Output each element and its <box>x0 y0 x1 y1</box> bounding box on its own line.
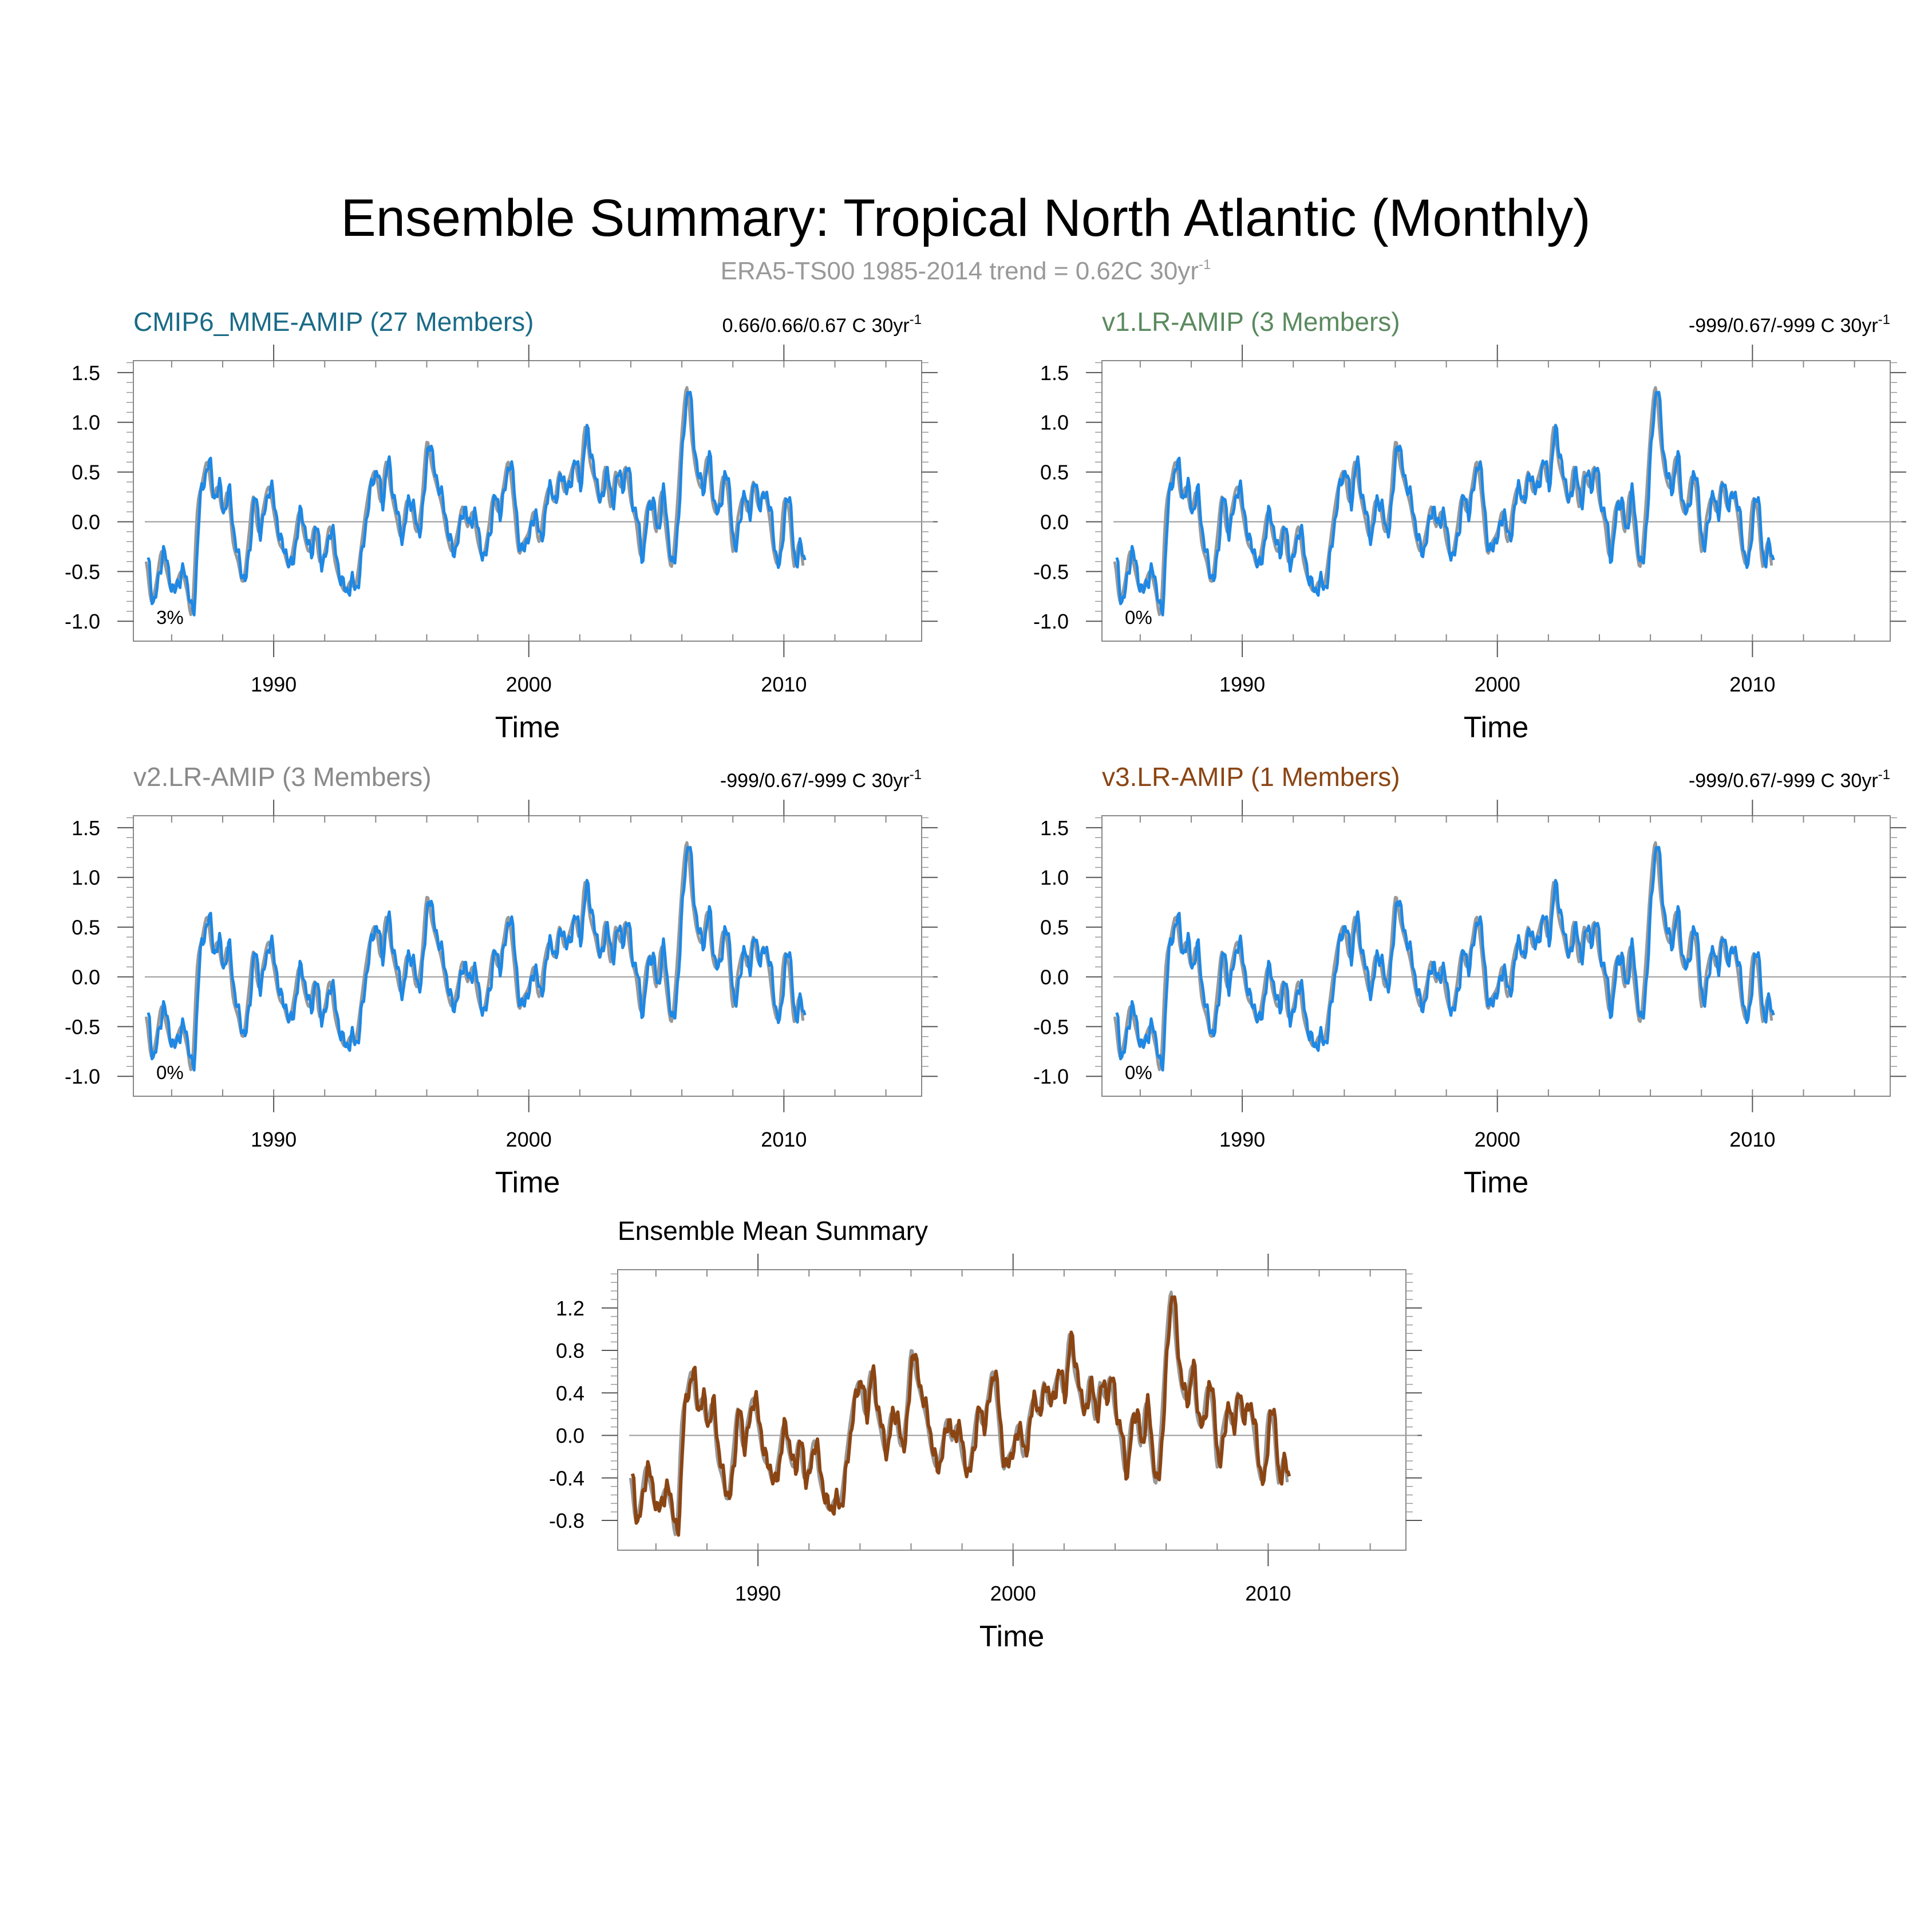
y-tick-label: 1.2 <box>556 1297 584 1320</box>
x-axis-label: Time <box>1464 1166 1529 1199</box>
x-tick-label: 2000 <box>506 1128 552 1151</box>
x-tick-label: 1990 <box>251 1128 297 1151</box>
y-tick-label: 0.5 <box>1040 916 1069 939</box>
panel-v3: v3.LR-AMIP (1 Members) -999/0.67/-999 C 3… <box>1033 762 1906 1199</box>
x-tick-label: 2000 <box>1475 1128 1520 1151</box>
x-tick-label: 1990 <box>735 1582 781 1605</box>
panel-trend-main: -999/0.67/-999 C 30yr <box>1689 770 1878 792</box>
x-tick-label: 2010 <box>761 1128 807 1151</box>
observed-line <box>144 386 805 617</box>
panel-trend-sup: -1 <box>910 767 922 783</box>
panel-trend: -999/0.67/-999 C 30yr-1 <box>720 767 922 792</box>
panel-percent-label: 0% <box>1125 1062 1152 1083</box>
y-tick-label: 0.0 <box>72 510 100 534</box>
panel-cmip6: CMIP6_MME-AMIP (27 Members) 0.66/0.66/0.6… <box>65 307 938 744</box>
model-line <box>1115 390 1775 617</box>
panel-title: Ensemble Mean Summary <box>618 1216 928 1246</box>
x-tick-label: 2000 <box>1475 673 1520 696</box>
panel-percent-label: 0% <box>1125 607 1152 628</box>
panel-percent-label: 3% <box>156 607 184 628</box>
panel-trend: -999/0.67/-999 C 30yr-1 <box>1689 312 1890 337</box>
x-axis-label: Time <box>1464 711 1529 744</box>
panels: CMIP6_MME-AMIP (27 Members) 0.66/0.66/0.6… <box>65 307 1906 1653</box>
panel-trend-sup: -1 <box>1878 767 1890 783</box>
panel-trend-main: 0.66/0.66/0.67 C 30yr <box>722 315 910 337</box>
panel-trend-sup: -1 <box>1878 312 1890 327</box>
observed-line <box>1113 386 1773 617</box>
x-tick-label: 2010 <box>1729 673 1775 696</box>
y-tick-label: 1.0 <box>72 866 100 890</box>
panel-v1: v1.LR-AMIP (3 Members) -999/0.67/-999 C 3… <box>1033 307 1906 744</box>
model-line <box>147 846 807 1072</box>
x-tick-label: 2010 <box>1245 1582 1291 1605</box>
x-tick-label: 1990 <box>1219 1128 1265 1151</box>
panel-trend-sup: -1 <box>910 312 922 327</box>
observed-line <box>144 841 805 1072</box>
x-tick-label: 2010 <box>1729 1128 1775 1151</box>
x-tick-label: 1990 <box>1219 673 1265 696</box>
figure-subtitle-main: ERA5-TS00 1985-2014 trend = 0.62C 30yr <box>721 257 1199 285</box>
x-tick-label: 2000 <box>990 1582 1036 1605</box>
y-tick-label: 0.5 <box>1040 461 1069 484</box>
y-tick-label: 1.0 <box>1040 411 1069 434</box>
y-tick-label: -0.8 <box>549 1509 584 1532</box>
plot-frame <box>133 360 922 642</box>
y-tick-label: -0.5 <box>65 1015 100 1038</box>
y-tick-label: 0.5 <box>72 461 100 484</box>
y-tick-label: 1.5 <box>1040 816 1069 840</box>
y-tick-label: -0.4 <box>549 1467 584 1490</box>
x-axis-label: Time <box>979 1620 1045 1653</box>
panel-trend-main: -999/0.67/-999 C 30yr <box>1689 315 1878 337</box>
y-tick-label: 0.0 <box>1040 965 1069 989</box>
y-tick-label: -0.5 <box>65 560 100 583</box>
x-tick-label: 1990 <box>251 673 297 696</box>
panel-title: v3.LR-AMIP (1 Members) <box>1102 762 1400 792</box>
figure-subtitle: ERA5-TS00 1985-2014 trend = 0.62C 30yr-1 <box>721 257 1211 285</box>
y-tick-label: 0.4 <box>556 1381 584 1405</box>
y-tick-label: -1.0 <box>65 610 100 633</box>
panel-trend: -999/0.67/-999 C 30yr-1 <box>1689 767 1890 792</box>
y-tick-label: 0.0 <box>556 1424 584 1448</box>
model-line <box>630 1295 1291 1537</box>
plot-frame <box>1101 360 1891 642</box>
panel-v2: v2.LR-AMIP (3 Members) -999/0.67/-999 C 3… <box>65 762 938 1199</box>
x-axis-label: Time <box>495 1166 560 1199</box>
y-tick-label: 1.0 <box>1040 866 1069 890</box>
panel-trend: 0.66/0.66/0.67 C 30yr-1 <box>722 312 922 337</box>
observed-line <box>1113 841 1773 1072</box>
y-tick-label: -1.0 <box>65 1065 100 1088</box>
y-tick-label: -0.5 <box>1033 560 1069 583</box>
y-tick-label: 0.8 <box>556 1339 584 1362</box>
x-tick-label: 2000 <box>506 673 552 696</box>
y-tick-label: 0.0 <box>72 965 100 989</box>
y-tick-label: 1.5 <box>1040 361 1069 385</box>
y-tick-label: -1.0 <box>1033 1065 1069 1088</box>
panel-title: v1.LR-AMIP (3 Members) <box>1102 307 1400 337</box>
model-line <box>147 390 807 617</box>
panel-title: v2.LR-AMIP (3 Members) <box>133 762 432 792</box>
y-tick-label: 1.0 <box>72 411 100 434</box>
y-tick-label: -1.0 <box>1033 610 1069 633</box>
panel-percent-label: 0% <box>156 1062 184 1083</box>
y-tick-label: 0.0 <box>1040 510 1069 534</box>
panel-title: CMIP6_MME-AMIP (27 Members) <box>133 307 534 337</box>
figure-title: Ensemble Summary: Tropical North Atlanti… <box>341 189 1590 247</box>
panel-trend-main: -999/0.67/-999 C 30yr <box>720 770 910 792</box>
y-tick-label: 1.5 <box>72 816 100 840</box>
plot-frame <box>133 815 922 1097</box>
x-axis-label: Time <box>495 711 560 744</box>
model-line <box>1115 846 1775 1072</box>
plot-frame <box>1101 815 1891 1097</box>
panel-mean: Ensemble Mean Summary 1990 2000 2010 -0.8 -0.… <box>549 1216 1422 1653</box>
x-tick-label: 2010 <box>761 673 807 696</box>
y-tick-label: 0.5 <box>72 916 100 939</box>
y-tick-label: 1.5 <box>72 361 100 385</box>
y-tick-label: -0.5 <box>1033 1015 1069 1038</box>
figure-subtitle-sup: -1 <box>1199 257 1211 272</box>
